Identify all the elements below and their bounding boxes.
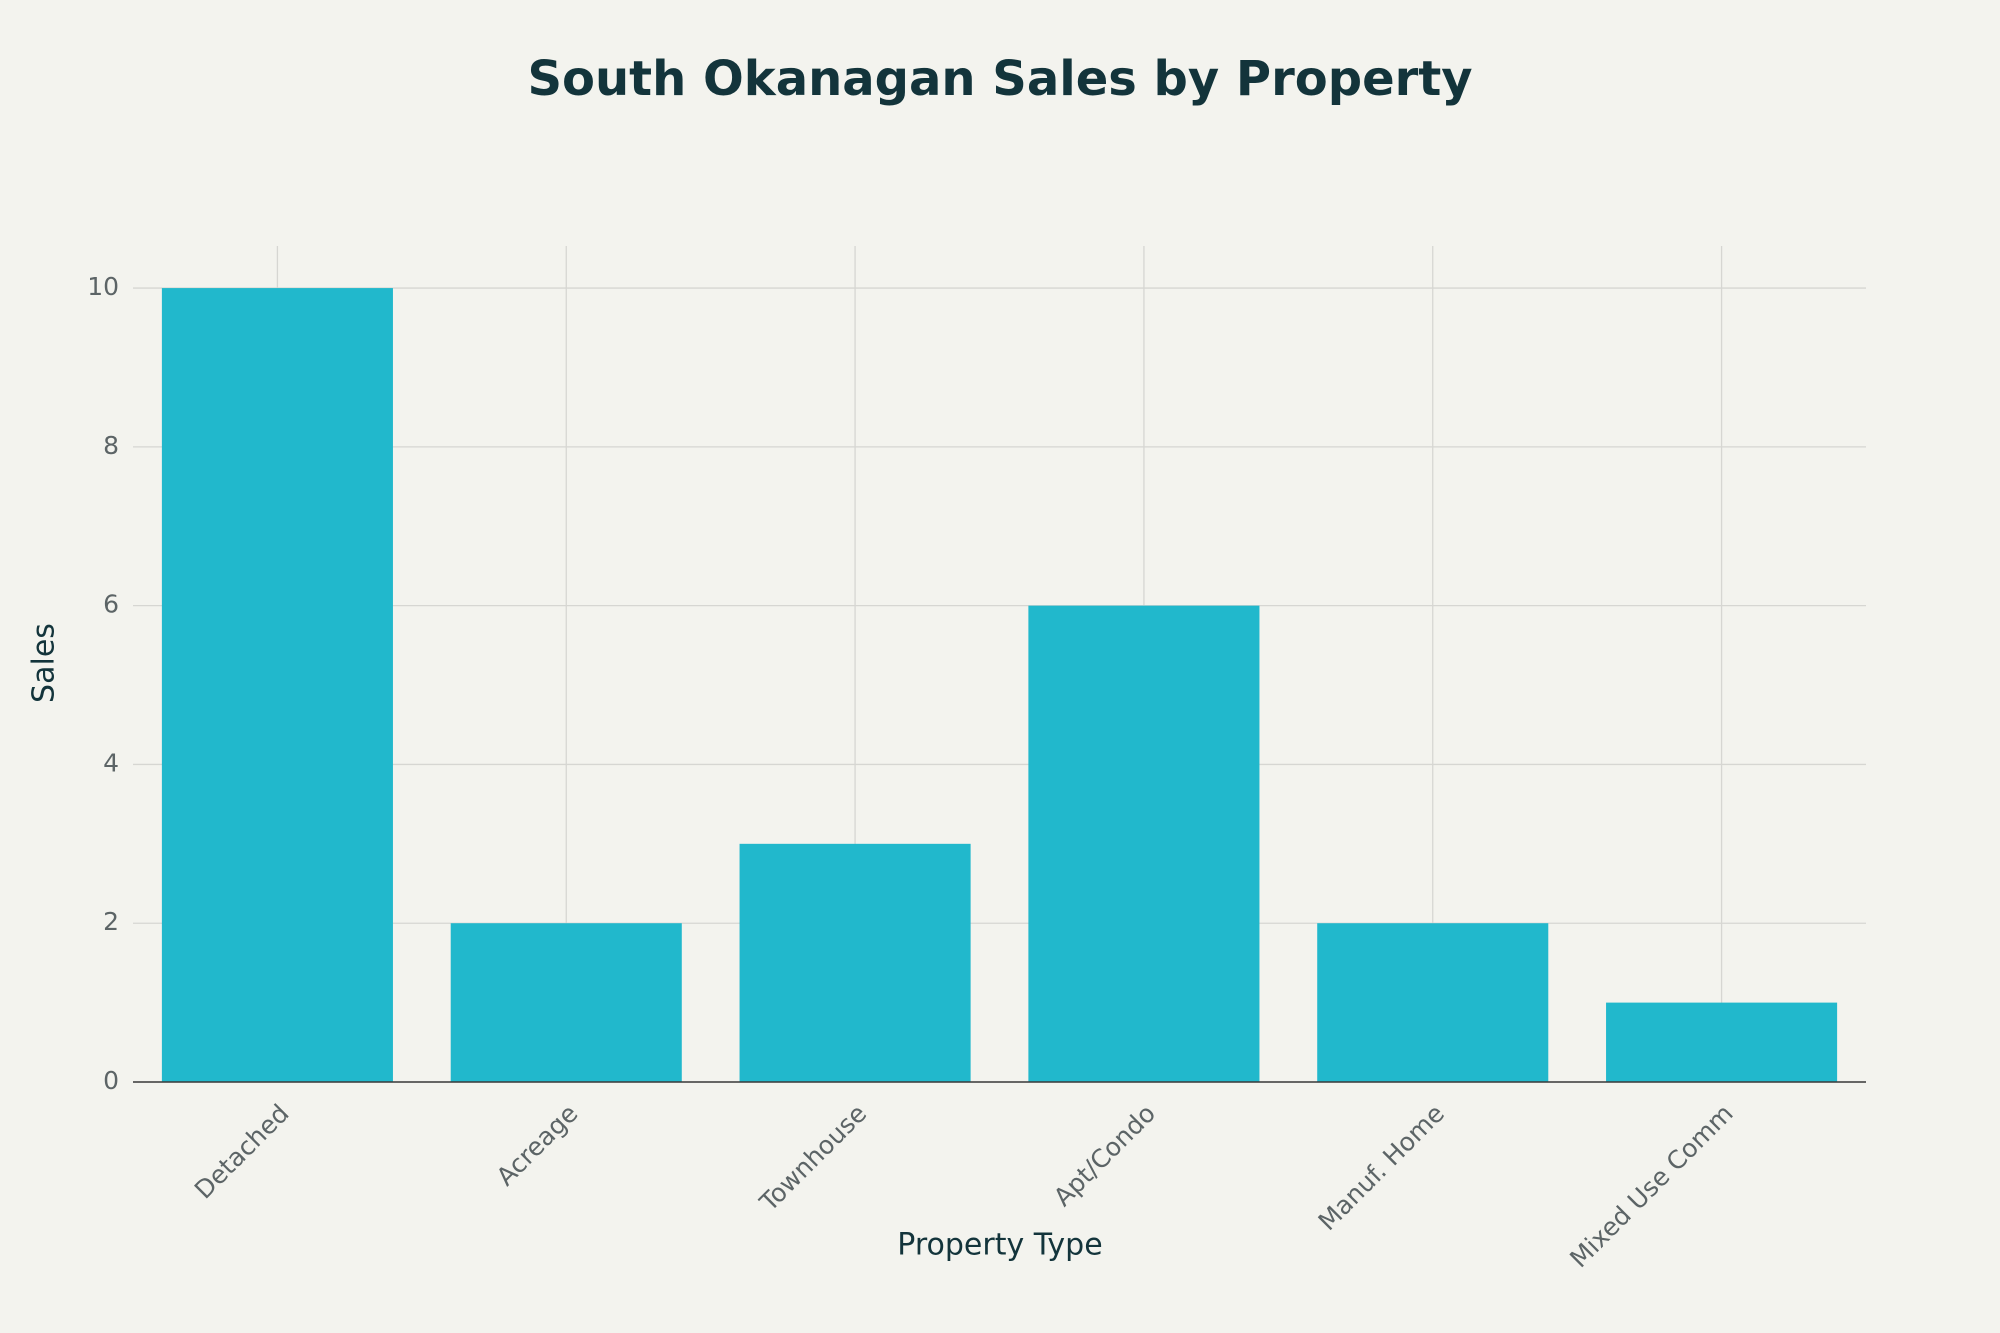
y-tick-label: 6 xyxy=(103,590,119,619)
bar xyxy=(1606,1002,1838,1082)
y-tick-label: 10 xyxy=(87,272,119,301)
y-tick-label: 2 xyxy=(103,907,119,936)
bar xyxy=(1317,923,1549,1082)
chart-title: South Okanagan Sales by Property xyxy=(527,51,1472,107)
y-tick-label: 4 xyxy=(103,748,119,777)
y-axis-title: Sales xyxy=(27,623,62,703)
y-tick-label: 0 xyxy=(103,1066,119,1095)
bar xyxy=(161,288,393,1082)
bar xyxy=(1028,605,1260,1082)
y-tick-label: 8 xyxy=(103,431,119,460)
x-axis-title: Property Type xyxy=(897,1228,1102,1263)
bar xyxy=(739,843,971,1082)
bar xyxy=(450,923,682,1082)
